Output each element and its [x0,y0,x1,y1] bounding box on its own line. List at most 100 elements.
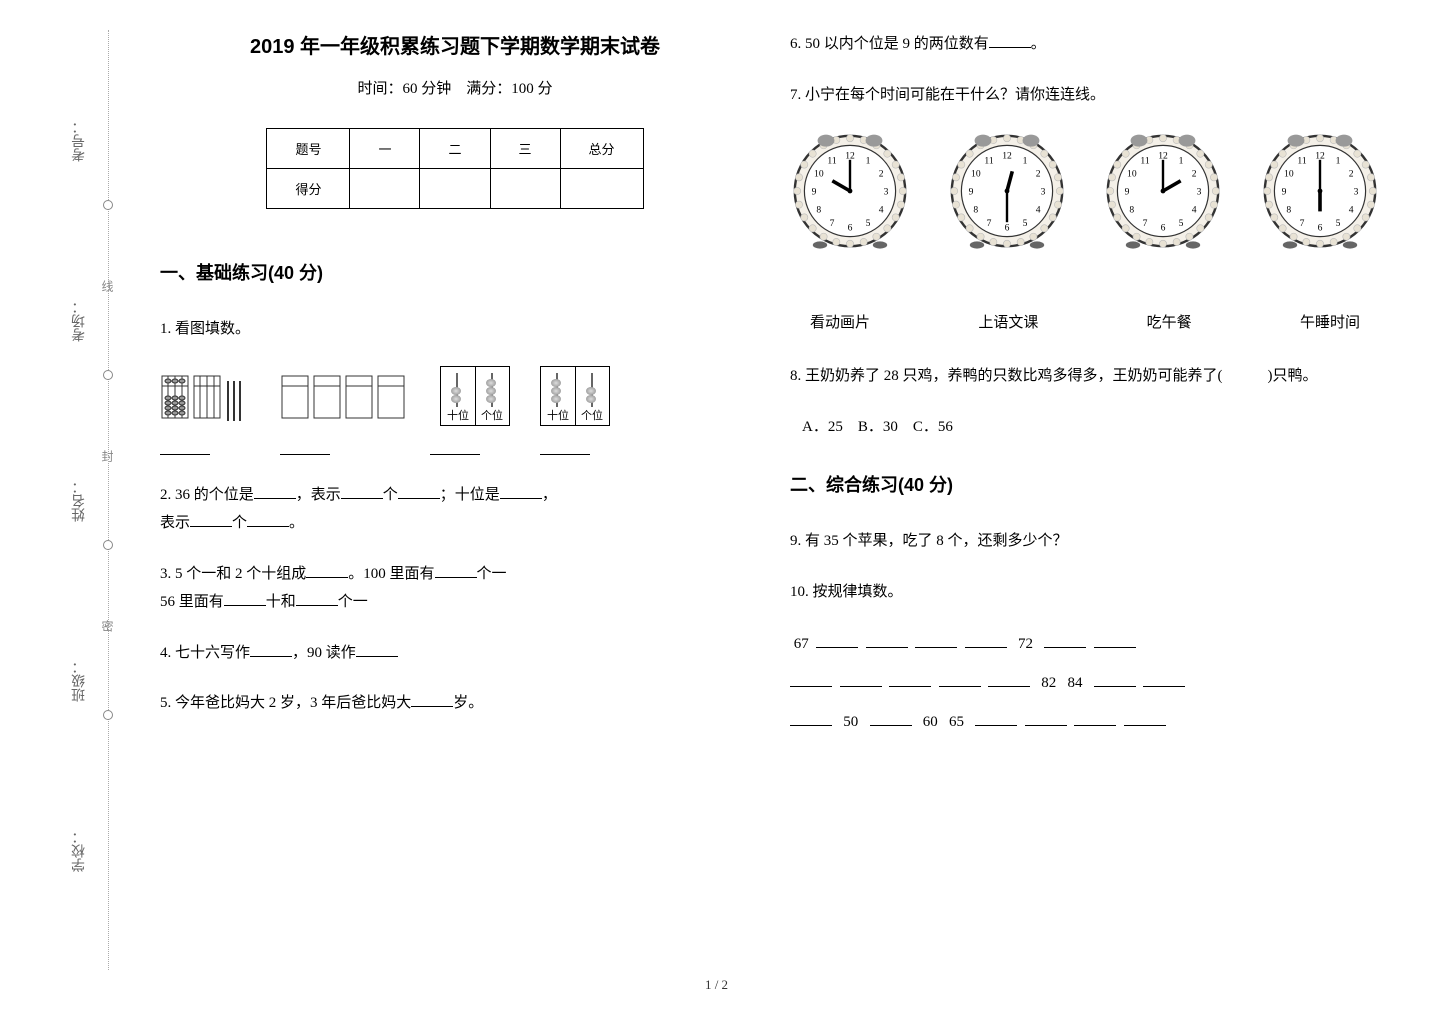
blank [1074,710,1116,726]
blank [224,590,266,606]
binding-label-id: 考号： [70,120,90,162]
svg-text:6: 6 [848,223,853,234]
seq3: 50 60 65 [790,706,1380,739]
blank [965,632,1007,648]
blank [870,710,912,726]
q10: 10. 按规律填数。 [790,578,1380,607]
svg-text:3: 3 [1354,187,1359,198]
abacus-2 [280,371,410,431]
binding-circle [103,540,113,550]
svg-text:6: 6 [1318,223,1323,234]
svg-text:9: 9 [1125,187,1130,198]
binding-cut-text: 线 [99,280,116,292]
seq-val: 65 [949,714,964,730]
blank [939,671,981,687]
binding-label-name: 姓名： [70,480,90,522]
svg-text:1: 1 [866,155,871,166]
clocks-row: 123456789101112 123456789101112 12345678… [790,131,1380,251]
counter-2: 十位 个位 [540,366,610,431]
q2-text: ， [542,487,557,503]
blank [1143,671,1185,687]
svg-text:4: 4 [879,205,884,216]
q3-text: 十和 [266,594,296,610]
blank [411,691,453,707]
svg-text:9: 9 [812,187,817,198]
clock-1: 123456789101112 [790,131,910,251]
activity-label: 看动画片 [810,311,870,332]
seq-val: 60 [923,714,938,730]
svg-text:5: 5 [866,218,871,229]
svg-text:2: 2 [1035,169,1040,180]
blank [915,632,957,648]
binding-cut-text: 封 [99,450,116,462]
counter-tens-label: 十位 [541,407,575,423]
seq2: 82 84 [790,667,1380,700]
counter-ones-label: 个位 [475,407,509,423]
q2-text: 2. 36 的个位是 [160,487,254,503]
clock-4: 123456789101112 [1260,131,1380,251]
q3-text: 个一 [338,594,368,610]
blank [975,710,1017,726]
binding-circle [103,370,113,380]
counter-tens-label: 十位 [441,407,475,423]
svg-text:8: 8 [1130,205,1135,216]
blank [250,641,292,657]
seq-val: 50 [843,714,858,730]
binding-circle [103,710,113,720]
section1-title: 一、基础练习(40 分) [160,259,750,285]
svg-text:6: 6 [1004,223,1009,234]
blank [866,632,908,648]
blank [296,590,338,606]
blank [816,632,858,648]
svg-text:3: 3 [1197,187,1202,198]
q4: 4. 七十六写作，90 读作 [160,639,750,668]
page-number: 1 / 2 [0,977,1433,993]
section2-title: 二、综合练习(40 分) [790,471,1380,497]
page-title: 2019 年一年级积累练习题下学期数学期末试卷 [160,30,750,59]
blank [1124,710,1166,726]
score-col: 总分 [560,129,643,169]
blank [430,439,480,455]
blank [790,710,832,726]
svg-text:10: 10 [971,169,981,180]
q2-text: 表示 [160,515,190,531]
binding-label-school: 学校： [70,830,90,872]
svg-text:12: 12 [1002,151,1012,162]
blank [540,439,590,455]
svg-text:10: 10 [1127,169,1137,180]
activity-label: 吃午餐 [1147,311,1192,332]
svg-text:4: 4 [1349,205,1354,216]
svg-text:1: 1 [1022,155,1027,166]
q2: 2. 36 的个位是，表示个；十位是， 表示个。 [160,481,750,538]
score-col: 三 [490,129,560,169]
q3-text: 。100 里面有 [348,566,434,582]
svg-text:11: 11 [827,155,836,166]
binding-label-room: 考场： [70,300,90,342]
q3-text: 个一 [477,566,507,582]
q3-text: 3. 5 个一和 2 个十组成 [160,566,306,582]
q2-text: ，表示 [296,487,341,503]
counter-1: 十位 个位 [440,366,510,431]
q8-text: )只鸭。 [1268,368,1318,384]
blank [435,562,477,578]
svg-text:7: 7 [830,218,835,229]
svg-text:10: 10 [814,169,824,180]
svg-text:9: 9 [968,187,973,198]
svg-text:3: 3 [1040,187,1045,198]
q1-figures: 十位 个位 十位 个位 [160,366,750,431]
blank [341,483,383,499]
svg-text:2: 2 [1349,169,1354,180]
q6: 6. 50 以内个位是 9 的两位数有。 [790,30,1380,59]
svg-text:4: 4 [1035,205,1040,216]
blank [840,671,882,687]
blank [889,671,931,687]
svg-text:7: 7 [1143,218,1148,229]
blank [1044,632,1086,648]
svg-text:3: 3 [884,187,889,198]
score-row-label: 得分 [267,169,350,209]
svg-text:11: 11 [984,155,993,166]
score-cell [490,169,560,209]
binding-circle [103,200,113,210]
seq1: 67 72 [790,628,1380,661]
q2-text: ；十位是 [440,487,500,503]
